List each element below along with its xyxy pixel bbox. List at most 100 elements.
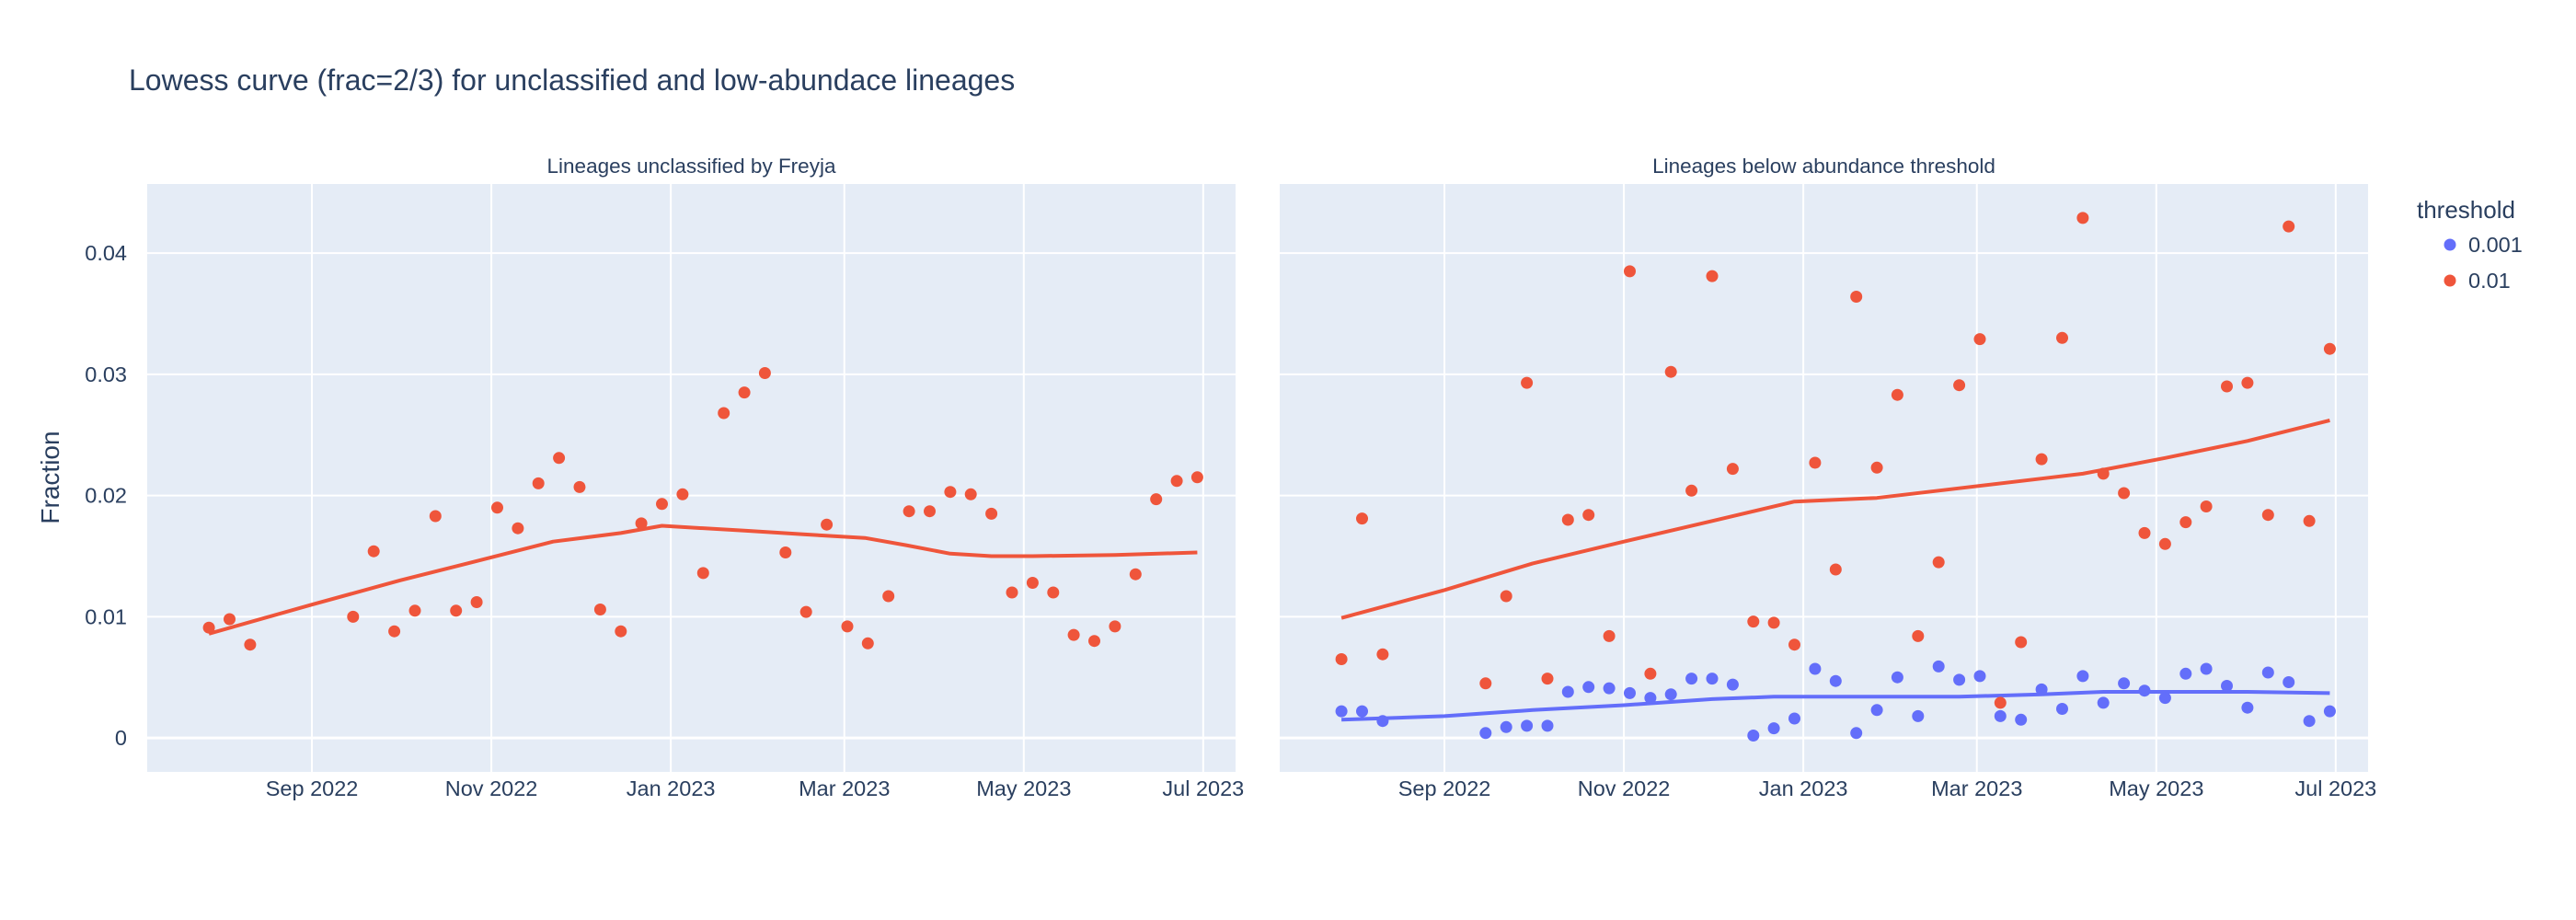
data-point-0.001 (1727, 679, 1739, 691)
data-point-0.001 (2241, 702, 2253, 714)
data-point-0.001 (2221, 680, 2233, 692)
plot-area-1 (147, 184, 1236, 772)
data-point-0.01 (1995, 696, 2007, 708)
data-point-0.001 (1644, 692, 1656, 704)
data-point-0.001 (1582, 681, 1594, 693)
x-tick-label: Nov 2022 (1578, 776, 1671, 800)
data-point-0.01 (676, 489, 688, 500)
data-point-0.01 (615, 626, 627, 638)
data-point-0.01 (903, 505, 915, 517)
data-point-0.01 (1130, 569, 1142, 581)
data-point-0.01 (759, 367, 771, 379)
data-point-0.01 (656, 498, 668, 510)
data-point-0.001 (1995, 710, 2007, 722)
data-point-0.01 (1582, 509, 1594, 521)
data-point-0.01 (1809, 457, 1821, 469)
data-point-0.01 (244, 638, 256, 650)
data-point-0.01 (1150, 493, 1162, 505)
data-point-0.001 (1707, 673, 1719, 684)
data-point-0.01 (882, 591, 894, 603)
data-point-0.01 (471, 596, 483, 608)
data-point-0.01 (1562, 514, 1574, 526)
subplot-title-1: Lineages unclassified by Freyja (547, 155, 836, 178)
data-point-0.01 (1376, 649, 1388, 661)
data-point-0.001 (1542, 719, 1554, 731)
data-point-0.01 (718, 408, 730, 420)
data-point-0.01 (2283, 221, 2294, 233)
data-point-0.01 (697, 567, 709, 579)
data-point-0.001 (1501, 721, 1512, 733)
data-point-0.001 (1376, 715, 1388, 727)
data-point-0.01 (779, 546, 791, 558)
data-point-0.01 (739, 386, 751, 398)
data-point-0.01 (2118, 488, 2130, 500)
data-point-0.01 (800, 606, 812, 618)
data-point-0.01 (224, 614, 236, 626)
data-point-0.01 (1068, 629, 1080, 641)
data-point-0.001 (1953, 673, 1965, 685)
x-tick-label: Jan 2023 (1759, 776, 1848, 800)
data-point-0.001 (2036, 684, 2048, 696)
y-axis-label: Fraction (36, 431, 64, 523)
data-point-0.01 (1788, 638, 1800, 650)
data-point-0.01 (1109, 620, 1121, 632)
data-point-0.01 (1336, 653, 1348, 665)
legend-marker-0.001[interactable] (2444, 239, 2456, 251)
y-tick-label: 0.04 (85, 241, 127, 265)
data-point-0.01 (1685, 485, 1697, 497)
data-point-0.01 (1542, 673, 1554, 684)
x-tick-label: Mar 2023 (799, 776, 890, 800)
data-point-0.01 (1830, 564, 1842, 576)
data-point-0.01 (2015, 637, 2027, 649)
data-point-0.01 (1912, 630, 1924, 642)
data-point-0.01 (1953, 379, 1965, 391)
data-point-0.01 (1747, 615, 1759, 627)
data-point-0.01 (2098, 467, 2110, 479)
data-point-0.01 (985, 508, 997, 520)
data-point-0.001 (1830, 675, 1842, 687)
data-point-0.01 (862, 638, 874, 650)
data-point-0.001 (2098, 696, 2110, 708)
data-point-0.01 (842, 620, 854, 632)
data-point-0.01 (1006, 587, 1018, 599)
data-point-0.001 (2118, 677, 2130, 689)
data-point-0.001 (1788, 713, 1800, 725)
data-point-0.001 (2304, 715, 2316, 727)
data-point-0.01 (553, 452, 565, 464)
legend-label-0.01[interactable]: 0.01 (2468, 269, 2511, 293)
legend: threshold 0.001 0.01 (2417, 196, 2523, 293)
data-point-0.001 (2262, 667, 2274, 679)
data-point-0.01 (1871, 462, 1883, 474)
data-point-0.001 (1912, 710, 1924, 722)
data-point-0.01 (2056, 332, 2068, 344)
data-point-0.01 (2201, 500, 2213, 512)
chart-title: Lowess curve (frac=2/3) for unclassified… (129, 63, 1015, 97)
subplot-title-2: Lineages below abundance threshold (1652, 155, 1995, 178)
data-point-0.01 (574, 481, 586, 493)
data-point-0.01 (1501, 591, 1512, 603)
data-point-0.01 (533, 477, 545, 489)
data-point-0.01 (1479, 677, 1491, 689)
data-point-0.01 (491, 501, 503, 513)
data-point-0.01 (1088, 635, 1100, 647)
data-point-0.001 (1871, 704, 1883, 716)
data-point-0.001 (2056, 703, 2068, 715)
legend-title: threshold (2417, 196, 2515, 224)
data-point-0.01 (1727, 463, 1739, 475)
data-point-0.001 (1768, 722, 1780, 734)
data-point-0.01 (203, 622, 215, 634)
data-point-0.001 (1809, 663, 1821, 675)
data-point-0.01 (1191, 471, 1203, 483)
data-point-0.01 (430, 511, 442, 523)
data-point-0.01 (821, 519, 833, 531)
legend-label-0.001[interactable]: 0.001 (2468, 233, 2523, 257)
data-point-0.01 (2076, 212, 2088, 224)
data-point-0.001 (1974, 670, 1986, 682)
y-tick-label: 0 (115, 726, 127, 750)
data-point-0.001 (1562, 686, 1574, 698)
legend-marker-0.01[interactable] (2444, 275, 2456, 287)
data-point-0.01 (965, 489, 977, 500)
data-point-0.001 (1892, 672, 1903, 684)
data-point-0.01 (1171, 475, 1183, 487)
